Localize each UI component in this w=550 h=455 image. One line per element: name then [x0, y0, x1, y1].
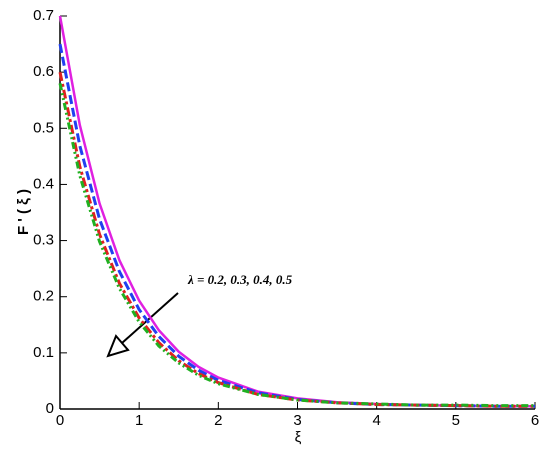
y-tick-label: 0.7: [33, 7, 54, 24]
y-tick-label: 0.2: [33, 288, 54, 305]
x-tick-label: 4: [372, 412, 380, 429]
series-line: [58, 43, 535, 408]
y-tick-label: 0: [46, 400, 54, 417]
x-tick-label: 0: [56, 412, 64, 429]
x-tick-label: 6: [531, 412, 539, 429]
series-line: [58, 15, 535, 408]
x-tick-label: 2: [214, 412, 222, 429]
y-tick-label: 0.5: [33, 119, 54, 136]
y-tick-label: 0.3: [33, 232, 54, 249]
series-line: [58, 71, 535, 408]
y-tick-label: 0.6: [33, 63, 54, 80]
x-tick-label: 3: [293, 412, 301, 429]
y-tick-label: 0.1: [33, 344, 54, 361]
x-axis-label: ξ: [295, 429, 302, 446]
y-tick-label: 0.4: [33, 175, 54, 192]
x-tick-label: 1: [135, 412, 143, 429]
series-line: [58, 83, 535, 408]
y-axis-label: F ' ( ξ ): [15, 189, 32, 235]
annotation: λ = 0.2, 0.3, 0.4, 0.5: [187, 272, 293, 287]
x-tick-label: 5: [452, 412, 460, 429]
